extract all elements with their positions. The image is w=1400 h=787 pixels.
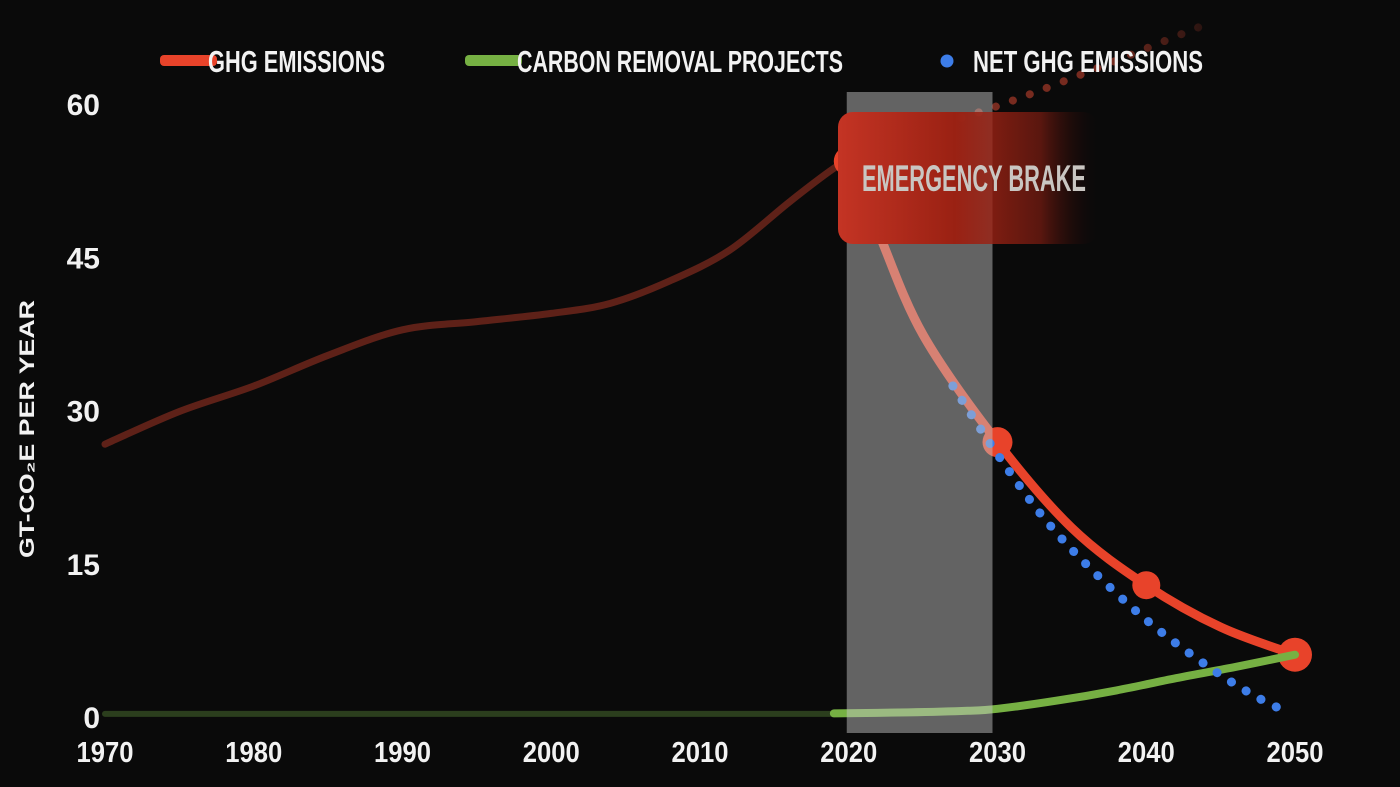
series-ghg-emissions-historical: [101, 157, 853, 448]
axes-layer: GT-CO₂E PER YEAR 0 15 30 45 60 1970 1980 1990 2…: [16, 89, 1324, 769]
legend: GHG EMISSIONS CARBON REMOVAL PROJECTS NE…: [160, 44, 1203, 79]
x-tick-labels: 1970 1980 1990 2000 2010 2020 2030 2040 2050: [77, 737, 1324, 769]
legend-item-carbon-removal: CARBON REMOVAL PROJECTS: [465, 44, 843, 79]
series-net-ghg-emissions: [948, 381, 1285, 714]
x-tick-label: 1990: [374, 737, 431, 769]
x-tick-label: 2040: [1118, 737, 1175, 769]
y-tick-label: 0: [83, 702, 100, 735]
x-tick-label: 2050: [1267, 737, 1324, 769]
y-axis-title: GT-CO₂E PER YEAR: [16, 300, 39, 558]
series-bau-projection: [853, 23, 1203, 154]
x-tick-label: 2000: [523, 737, 580, 769]
carbon-removal-legend-label: CARBON REMOVAL PROJECTS: [517, 44, 843, 79]
y-tick-label: 30: [67, 396, 100, 429]
x-tick-label: 2010: [672, 737, 729, 769]
emergency-brake-box: [838, 112, 1098, 244]
x-tick-label: 1970: [77, 737, 134, 769]
x-tick-label: 2030: [969, 737, 1026, 769]
ghg-emissions-legend-label: GHG EMISSIONS: [208, 44, 385, 79]
x-tick-label: 1980: [225, 737, 282, 769]
emergency-brake-annotation: EMERGENCY BRAKE: [838, 112, 1098, 244]
series-ghg-emissions-brake: [844, 156, 1300, 660]
ghg-emissions-line-swatch: [160, 55, 217, 66]
data-point-ghg-emissions-brake-2030: [982, 427, 1013, 458]
data-point-ghg-emissions-brake-2040: [1132, 571, 1161, 600]
chart-series-layer: [101, 23, 1312, 718]
y-tick-labels: 0 15 30 45 60: [67, 89, 100, 735]
y-tick-label: 15: [67, 549, 100, 582]
x-tick-label: 2020: [820, 737, 877, 769]
emergency-brake-label: EMERGENCY BRAKE: [862, 158, 1086, 199]
carbon-removal-line-swatch: [465, 55, 522, 66]
y-tick-label: 45: [67, 242, 100, 275]
legend-item-ghg-emissions: GHG EMISSIONS: [160, 44, 385, 79]
net-ghg-dot-swatch: [940, 54, 954, 68]
legend-item-net-ghg: NET GHG EMISSIONS: [940, 44, 1203, 79]
net-ghg-legend-label: NET GHG EMISSIONS: [973, 44, 1203, 79]
y-tick-label: 60: [67, 89, 100, 122]
